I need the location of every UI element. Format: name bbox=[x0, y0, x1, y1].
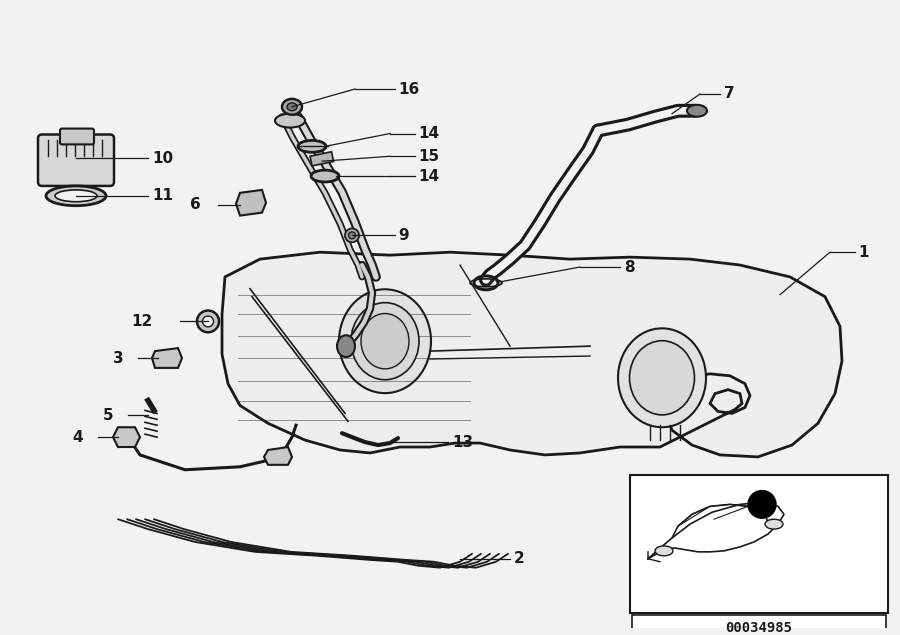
Ellipse shape bbox=[618, 328, 706, 427]
Ellipse shape bbox=[687, 105, 707, 117]
Ellipse shape bbox=[361, 314, 409, 369]
Text: 14: 14 bbox=[418, 126, 439, 141]
Polygon shape bbox=[264, 447, 292, 465]
Text: 11: 11 bbox=[152, 189, 173, 203]
Ellipse shape bbox=[345, 229, 359, 243]
Bar bbox=[310, 152, 334, 166]
Ellipse shape bbox=[351, 303, 419, 380]
Text: 8: 8 bbox=[624, 260, 634, 274]
Ellipse shape bbox=[275, 114, 305, 128]
Text: 5: 5 bbox=[103, 408, 113, 423]
Ellipse shape bbox=[197, 311, 219, 332]
Text: 13: 13 bbox=[452, 434, 473, 450]
Text: 9: 9 bbox=[398, 228, 409, 243]
Text: 12: 12 bbox=[131, 314, 153, 329]
Ellipse shape bbox=[287, 103, 297, 110]
Ellipse shape bbox=[298, 140, 326, 152]
Ellipse shape bbox=[311, 170, 339, 182]
Ellipse shape bbox=[55, 190, 97, 202]
Text: 10: 10 bbox=[152, 150, 173, 166]
Text: 1: 1 bbox=[858, 244, 868, 260]
Text: 6: 6 bbox=[190, 197, 201, 212]
Ellipse shape bbox=[348, 232, 356, 239]
Text: 00034985: 00034985 bbox=[725, 621, 793, 635]
FancyBboxPatch shape bbox=[60, 128, 94, 144]
Ellipse shape bbox=[202, 316, 213, 327]
Ellipse shape bbox=[765, 519, 783, 529]
Ellipse shape bbox=[629, 341, 695, 415]
Polygon shape bbox=[152, 348, 182, 368]
Ellipse shape bbox=[655, 546, 673, 556]
Ellipse shape bbox=[339, 290, 431, 393]
Circle shape bbox=[748, 490, 776, 518]
FancyBboxPatch shape bbox=[38, 135, 114, 186]
Text: 4: 4 bbox=[73, 430, 84, 444]
Bar bbox=[630, 475, 888, 613]
Text: 2: 2 bbox=[514, 551, 525, 566]
Ellipse shape bbox=[337, 335, 355, 357]
Ellipse shape bbox=[282, 99, 302, 115]
Bar bbox=[632, 615, 886, 635]
Polygon shape bbox=[222, 252, 842, 457]
Text: 3: 3 bbox=[112, 351, 123, 366]
Text: 14: 14 bbox=[418, 168, 439, 184]
Text: 7: 7 bbox=[724, 86, 734, 102]
Polygon shape bbox=[113, 427, 140, 447]
Text: 15: 15 bbox=[418, 149, 439, 164]
Polygon shape bbox=[236, 190, 266, 216]
Text: 16: 16 bbox=[398, 81, 419, 97]
Ellipse shape bbox=[46, 186, 106, 206]
